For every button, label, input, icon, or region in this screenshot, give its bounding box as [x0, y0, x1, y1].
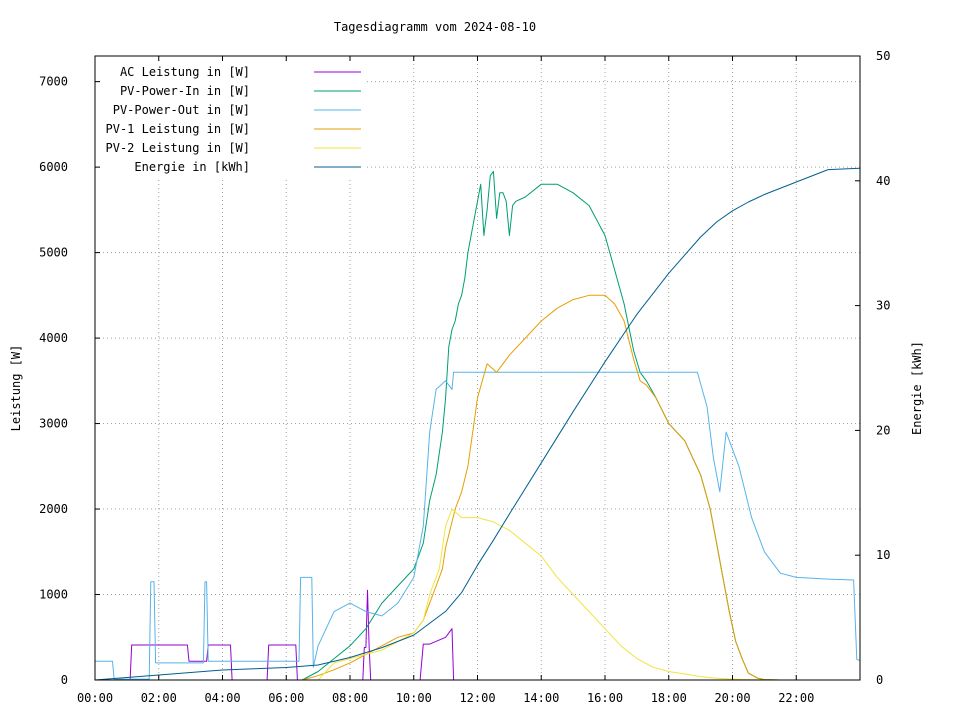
y2-tick-label: 0 — [876, 673, 883, 687]
y2-tick-label: 10 — [876, 548, 890, 562]
x-tick-label: 08:00 — [332, 691, 368, 705]
x-tick-label: 10:00 — [396, 691, 432, 705]
y2-axis-label: Energie [kWh] — [910, 341, 924, 435]
y2-tick-label: 20 — [876, 423, 890, 437]
y2-tick-label: 30 — [876, 299, 890, 313]
y-tick-label: 5000 — [39, 246, 68, 260]
y-tick-label: 0 — [61, 673, 68, 687]
series-line-energie-in-kwh — [94, 167, 861, 681]
legend-label: PV-1 Leistung in [W] — [106, 122, 251, 136]
y-axis-label: Leistung [W] — [9, 345, 23, 432]
x-tick-label: 02:00 — [141, 691, 177, 705]
x-tick-label: 00:00 — [77, 691, 113, 705]
x-tick-label: 04:00 — [204, 691, 240, 705]
y-tick-label: 6000 — [39, 160, 68, 174]
x-tick-label: 18:00 — [651, 691, 687, 705]
y-tick-label: 7000 — [39, 75, 68, 89]
x-tick-label: 20:00 — [714, 691, 750, 705]
x-tick-label: 12:00 — [459, 691, 495, 705]
legend-label: PV-Power-In in [W] — [120, 84, 250, 98]
legend-label: AC Leistung in [W] — [120, 65, 250, 79]
y-tick-label: 1000 — [39, 588, 68, 602]
series-line-pv-2-leistung-in-w — [317, 508, 860, 681]
y2-tick-label: 40 — [876, 174, 890, 188]
legend: AC Leistung in [W] PV-Power-In in [W] PV-P… — [100, 62, 365, 178]
legend-label: Energie in [kWh] — [134, 160, 250, 174]
chart-title: Tagesdiagramm vom 2024-08-10 — [334, 20, 536, 34]
legend-label: PV-Power-Out in [W] — [113, 103, 250, 117]
x-tick-label: 14:00 — [523, 691, 559, 705]
x-tick-label: 16:00 — [587, 691, 623, 705]
y-tick-label: 2000 — [39, 502, 68, 516]
y2-tick-label: 50 — [876, 49, 890, 63]
legend-label: PV-2 Leistung in [W] — [106, 141, 251, 155]
y-tick-label: 4000 — [39, 331, 68, 345]
axes: 0 1000 2000 3000 4000 5000 6000 7000 00:00 02:00 0… — [39, 49, 890, 705]
y-tick-label: 3000 — [39, 417, 68, 431]
legend-box — [100, 62, 365, 178]
x-tick-label: 22:00 — [778, 691, 814, 705]
x-tick-label: 06:00 — [268, 691, 304, 705]
series-line-pv-power-out-in-w — [95, 371, 861, 680]
